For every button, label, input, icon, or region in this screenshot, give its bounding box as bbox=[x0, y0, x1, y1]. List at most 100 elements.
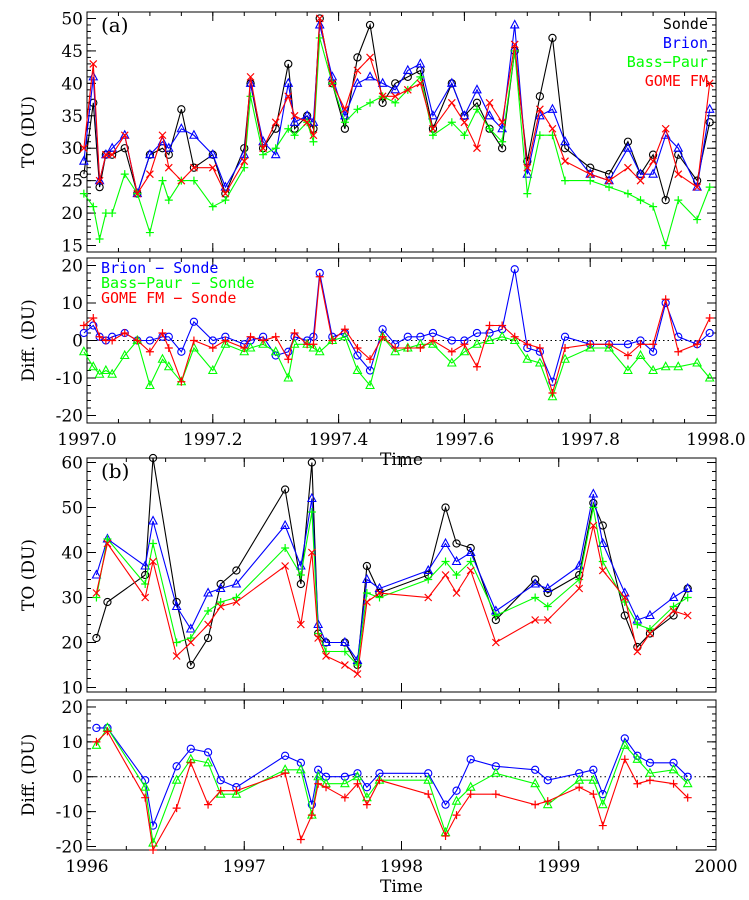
data-point bbox=[78, 155, 89, 165]
data-point bbox=[447, 98, 456, 107]
x-tick-label: 1997 bbox=[223, 857, 266, 877]
data-point bbox=[598, 557, 607, 566]
data-point bbox=[352, 364, 363, 375]
data-point bbox=[447, 347, 456, 356]
data-point bbox=[283, 372, 294, 382]
series-line bbox=[96, 730, 689, 852]
data-point bbox=[522, 353, 533, 363]
data-point bbox=[258, 136, 269, 146]
data-point bbox=[216, 776, 225, 785]
data-point bbox=[682, 778, 693, 788]
data-point bbox=[141, 570, 150, 580]
data-point bbox=[604, 342, 614, 352]
data-point bbox=[177, 176, 186, 185]
data-point bbox=[646, 629, 654, 638]
data-point bbox=[441, 832, 450, 841]
data-point bbox=[100, 149, 111, 159]
data-point bbox=[575, 575, 584, 584]
data-point bbox=[177, 105, 186, 114]
data-point bbox=[548, 33, 557, 43]
data-point bbox=[92, 723, 101, 733]
data-point bbox=[353, 53, 362, 62]
data-point bbox=[534, 110, 545, 120]
data-point bbox=[693, 340, 702, 349]
data-point bbox=[472, 84, 482, 94]
data-point bbox=[145, 170, 154, 179]
data-point bbox=[164, 196, 173, 205]
data-point bbox=[704, 103, 715, 113]
data-point bbox=[531, 593, 540, 602]
data-point bbox=[95, 235, 104, 244]
data-point bbox=[108, 150, 117, 159]
data-point bbox=[216, 786, 225, 795]
data-point bbox=[466, 566, 475, 575]
data-point bbox=[704, 372, 715, 382]
data-point bbox=[423, 564, 434, 575]
panel-label: (a) bbox=[101, 13, 129, 37]
y-tick-label: 50 bbox=[61, 499, 83, 519]
data-point bbox=[535, 105, 544, 114]
data-point bbox=[296, 835, 305, 844]
y-tick-label: 0 bbox=[72, 768, 83, 788]
data-point bbox=[309, 137, 318, 146]
data-point bbox=[231, 788, 242, 798]
data-point bbox=[390, 84, 401, 94]
data-point bbox=[120, 131, 129, 140]
data-point bbox=[586, 170, 595, 179]
y-tick-label: 35 bbox=[61, 107, 83, 127]
data-point bbox=[605, 183, 614, 192]
data-point bbox=[186, 638, 195, 647]
y-tick-label: 20 bbox=[61, 634, 83, 654]
x-tick-label: 1997.6 bbox=[435, 430, 494, 450]
data-point bbox=[203, 633, 213, 643]
data-point bbox=[429, 124, 437, 133]
data-point bbox=[391, 98, 400, 107]
data-point bbox=[91, 739, 102, 749]
data-point bbox=[171, 600, 182, 611]
y-axis-label: TO (DU) bbox=[19, 539, 39, 611]
data-point bbox=[89, 314, 98, 322]
data-point bbox=[177, 377, 186, 386]
data-point bbox=[491, 638, 500, 647]
data-point bbox=[669, 611, 678, 620]
data-point bbox=[353, 344, 362, 352]
data-point bbox=[472, 328, 482, 338]
data-point bbox=[119, 129, 130, 139]
data-point bbox=[145, 228, 154, 237]
data-point bbox=[79, 321, 88, 330]
data-point bbox=[284, 59, 293, 69]
data-point bbox=[561, 176, 570, 185]
data-point bbox=[296, 579, 306, 589]
data-point bbox=[509, 19, 520, 29]
data-point bbox=[120, 170, 129, 179]
data-point bbox=[561, 157, 569, 166]
legend-entry: Bass−Paur − Sonde bbox=[101, 274, 255, 292]
data-point bbox=[635, 168, 646, 178]
data-point bbox=[240, 344, 249, 352]
data-point bbox=[315, 272, 324, 281]
data-point bbox=[164, 163, 173, 172]
data-point bbox=[619, 739, 630, 749]
data-point bbox=[321, 636, 331, 647]
data-point bbox=[682, 582, 693, 593]
data-point bbox=[172, 638, 181, 647]
data-point bbox=[353, 779, 362, 788]
data-point bbox=[705, 79, 714, 88]
data-point bbox=[473, 144, 481, 153]
data-point bbox=[620, 593, 629, 602]
data-point bbox=[459, 346, 470, 356]
legend-entry: GOME FM bbox=[645, 72, 708, 90]
data-point bbox=[547, 103, 558, 113]
data-point bbox=[92, 633, 101, 643]
data-point bbox=[693, 215, 702, 224]
data-point bbox=[624, 163, 632, 172]
data-point bbox=[79, 170, 89, 179]
x-tick-label: 1998 bbox=[380, 857, 423, 877]
data-point bbox=[280, 485, 290, 494]
data-point bbox=[207, 149, 218, 159]
data-point bbox=[208, 202, 217, 211]
data-point bbox=[451, 795, 462, 805]
data-point bbox=[340, 647, 349, 656]
data-point bbox=[208, 163, 217, 172]
data-point bbox=[649, 340, 658, 349]
